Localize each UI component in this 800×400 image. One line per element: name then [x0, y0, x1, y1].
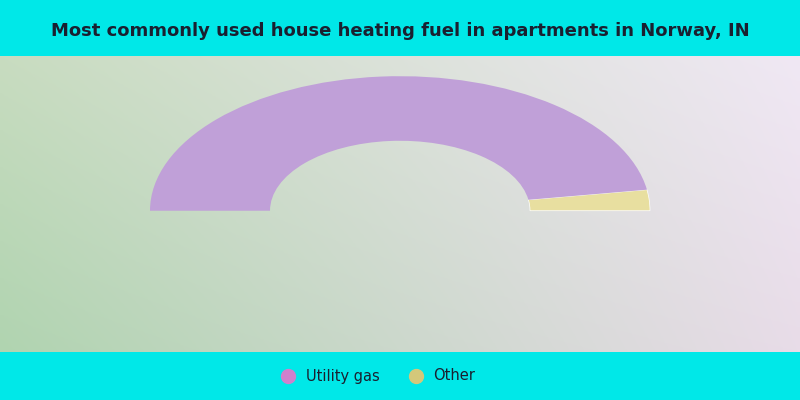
- Wedge shape: [150, 76, 647, 211]
- Text: Other: Other: [434, 368, 475, 384]
- Text: Utility gas: Utility gas: [306, 368, 379, 384]
- Text: Most commonly used house heating fuel in apartments in Norway, IN: Most commonly used house heating fuel in…: [50, 22, 750, 40]
- Wedge shape: [528, 190, 650, 211]
